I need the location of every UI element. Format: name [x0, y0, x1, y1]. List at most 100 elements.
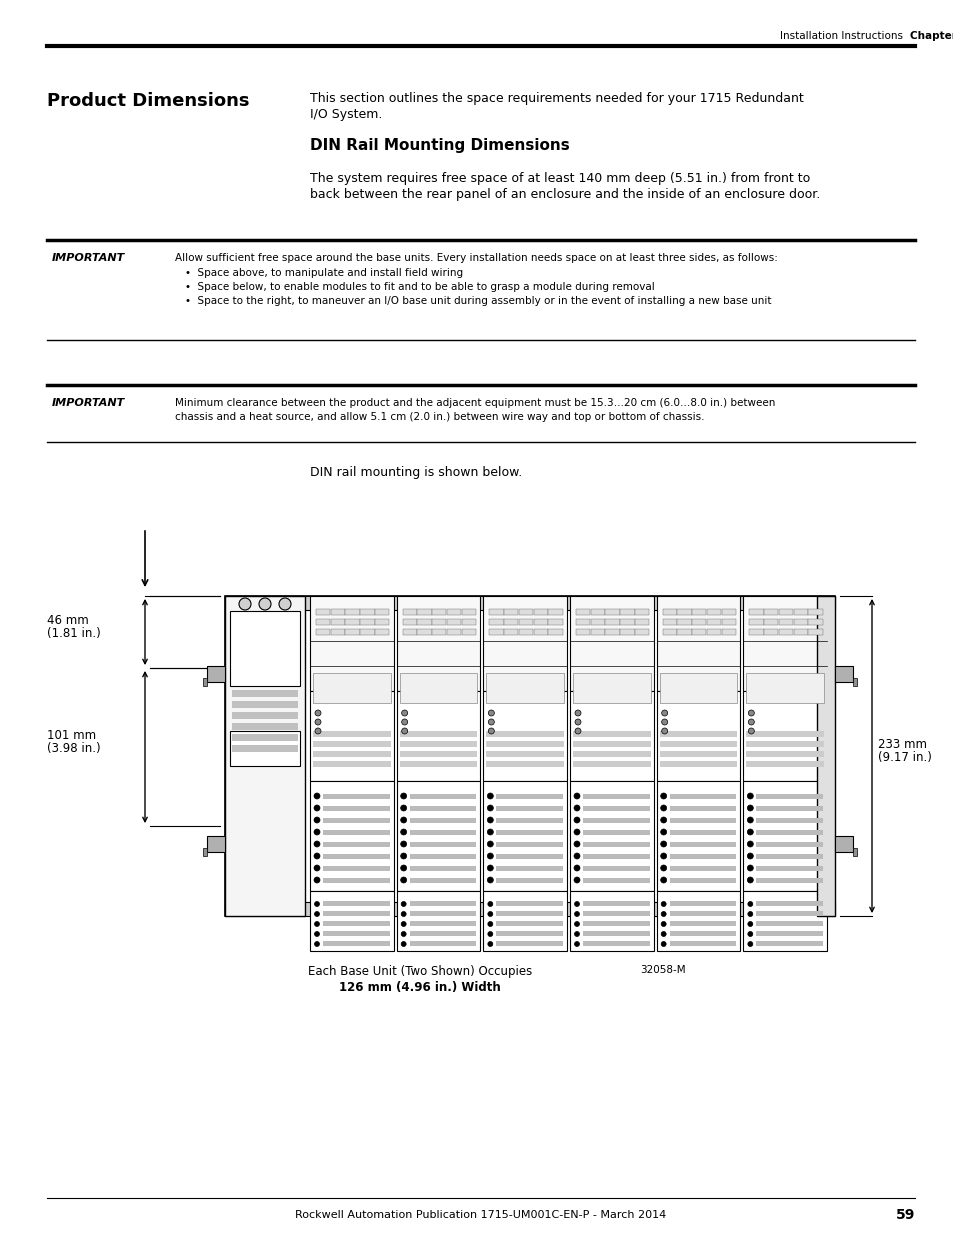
Circle shape	[574, 805, 579, 811]
Circle shape	[660, 853, 666, 860]
Circle shape	[314, 902, 319, 906]
Bar	[778, 629, 792, 635]
Circle shape	[487, 931, 493, 936]
Circle shape	[574, 877, 579, 883]
Text: Allow sufficient free space around the base units. Every installation needs spac: Allow sufficient free space around the b…	[174, 253, 777, 263]
Circle shape	[314, 911, 319, 916]
Bar	[662, 609, 677, 615]
Bar	[489, 609, 503, 615]
Bar	[669, 902, 736, 906]
Bar	[619, 619, 634, 625]
Bar	[232, 722, 297, 730]
Bar	[605, 629, 619, 635]
Bar	[313, 673, 391, 703]
Bar	[582, 794, 649, 799]
Circle shape	[400, 805, 406, 811]
Circle shape	[575, 710, 580, 716]
Bar	[323, 878, 389, 883]
Bar	[323, 941, 389, 946]
Bar	[533, 619, 547, 625]
Bar	[483, 692, 566, 781]
Text: IMPORTANT: IMPORTANT	[52, 253, 125, 263]
Text: The system requires free space of at least 140 mm deep (5.51 in.) from front to: The system requires free space of at lea…	[310, 172, 809, 185]
Bar	[486, 741, 563, 747]
Circle shape	[747, 719, 754, 725]
Bar	[635, 619, 649, 625]
Bar	[573, 741, 650, 747]
Bar	[225, 597, 834, 916]
Circle shape	[746, 877, 753, 883]
Circle shape	[660, 805, 666, 811]
Text: Each Base Unit (Two Shown) Occupies: Each Base Unit (Two Shown) Occupies	[308, 965, 532, 978]
Circle shape	[488, 719, 494, 725]
Circle shape	[487, 853, 493, 860]
Bar	[503, 609, 517, 615]
Circle shape	[660, 793, 666, 799]
Text: DIN Rail Mounting Dimensions: DIN Rail Mounting Dimensions	[310, 138, 569, 153]
Bar	[402, 609, 416, 615]
Circle shape	[400, 841, 406, 847]
Circle shape	[314, 877, 319, 883]
Bar	[518, 629, 533, 635]
Bar	[331, 629, 345, 635]
Bar	[569, 692, 653, 781]
Bar	[310, 781, 394, 890]
Bar	[852, 678, 856, 685]
Bar	[323, 794, 389, 799]
Bar	[409, 794, 476, 799]
Bar	[483, 597, 566, 692]
Bar	[669, 853, 736, 860]
Bar	[409, 842, 476, 847]
Bar	[582, 866, 649, 871]
Circle shape	[400, 877, 406, 883]
Bar	[619, 609, 634, 615]
Bar	[573, 761, 650, 767]
Circle shape	[660, 818, 666, 823]
Bar	[669, 911, 736, 916]
Circle shape	[660, 841, 666, 847]
Bar	[323, 830, 389, 835]
Bar	[605, 619, 619, 625]
Bar	[496, 853, 562, 860]
Bar	[677, 609, 691, 615]
Bar	[692, 619, 706, 625]
Bar	[323, 931, 389, 936]
Circle shape	[401, 902, 406, 906]
Text: •  Space to the right, to maneuver an I/O base unit during assembly or in the ev: • Space to the right, to maneuver an I/O…	[185, 296, 771, 306]
Bar	[742, 692, 826, 781]
Bar	[323, 853, 389, 860]
Bar	[533, 609, 547, 615]
Bar	[576, 629, 590, 635]
Bar	[763, 629, 778, 635]
Bar	[669, 842, 736, 847]
Circle shape	[660, 829, 666, 835]
Bar	[345, 609, 359, 615]
Bar	[756, 911, 822, 916]
Bar	[409, 806, 476, 811]
Circle shape	[488, 710, 494, 716]
Bar	[605, 609, 619, 615]
Bar	[590, 629, 604, 635]
Circle shape	[661, 727, 667, 734]
Bar	[518, 609, 533, 615]
Bar	[402, 629, 416, 635]
Bar	[582, 911, 649, 916]
Bar	[677, 629, 691, 635]
Bar	[635, 609, 649, 615]
Bar	[656, 781, 740, 890]
Bar	[486, 751, 563, 757]
Bar	[582, 941, 649, 946]
Circle shape	[661, 719, 667, 725]
Bar	[203, 678, 207, 685]
Bar	[582, 830, 649, 835]
Circle shape	[488, 727, 494, 734]
Bar	[375, 609, 389, 615]
Bar	[417, 619, 432, 625]
Bar	[496, 931, 562, 936]
Text: 101 mm: 101 mm	[47, 729, 96, 742]
Circle shape	[314, 805, 319, 811]
Bar	[659, 731, 737, 737]
Circle shape	[487, 911, 493, 916]
Circle shape	[487, 841, 493, 847]
Bar	[576, 609, 590, 615]
